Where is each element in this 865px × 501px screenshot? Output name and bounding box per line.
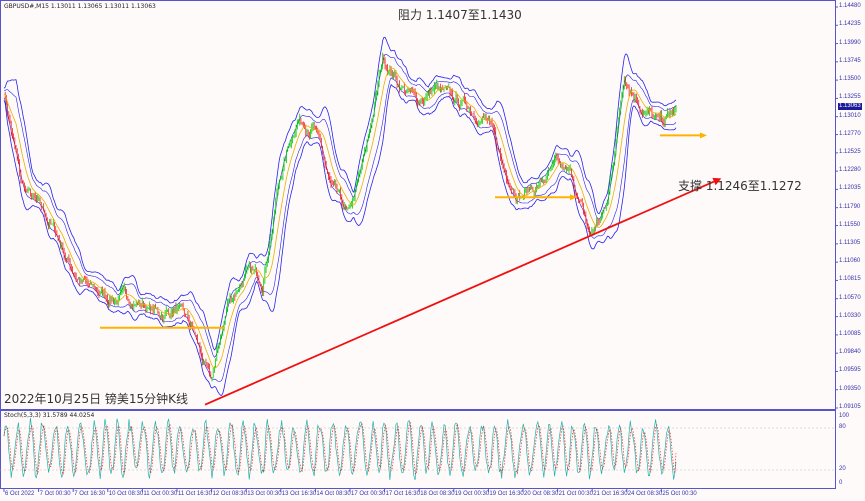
x-tick-label: 13 Oct 16:30 <box>281 491 317 497</box>
x-tick-label: 20 Oct 08:30 <box>524 491 559 497</box>
y-tick-label: 1.12280 <box>839 167 861 174</box>
moving-average-line <box>3 67 677 369</box>
y-tick-label: 1.09595 <box>839 367 861 374</box>
x-tick-label: 19 Oct 16:30 <box>489 491 524 497</box>
x-tick-label: 17 Oct 00:30 <box>351 491 386 497</box>
arrow-head-icon <box>570 194 577 201</box>
y-tick-label: 1.10815 <box>839 276 861 283</box>
y-tick-label: 1.13745 <box>839 57 861 64</box>
caption-annotation: 2022年10月25日 镑美15分钟K线 <box>4 392 189 406</box>
y-tick-label: 1.10085 <box>839 330 861 337</box>
main-pane <box>0 0 836 410</box>
upper-band-line <box>3 36 677 351</box>
x-tick-label: 7 Oct 00:30 <box>39 491 71 497</box>
symbol-info: GBPUSD#,M15 1.13011 1.13065 1.13011 1.13… <box>4 3 156 10</box>
x-tick-label: 19 Oct 00:30 <box>454 491 490 497</box>
x-tick-label: 10 Oct 08:30 <box>108 491 144 497</box>
y-tick-label: 1.11060 <box>839 258 861 265</box>
x-tick-label: 17 Oct 16:30 <box>385 491 420 497</box>
inner-upper-band-line <box>3 53 677 358</box>
arrow-head-icon <box>700 132 707 139</box>
y-tick-label: 1.09350 <box>839 385 861 392</box>
x-tick-label: 21 Oct 00:30 <box>558 491 593 497</box>
x-tick-label: 21 Oct 16:30 <box>593 491 628 497</box>
x-tick-label: 6 Oct 2022 <box>5 491 35 497</box>
lower-band-line <box>3 83 677 396</box>
stoch-main-line <box>3 417 677 481</box>
y-tick-label: 1.12770 <box>839 130 861 137</box>
y-tick-label: 1.13255 <box>839 94 861 101</box>
stoch-label: Stoch(5,3,3) 31.5789 44.0254 <box>4 412 95 419</box>
x-tick-label: 18 Oct 08:30 <box>420 491 455 497</box>
x-tick-label: 13 Oct 00:30 <box>247 491 282 497</box>
y-tick-label: 1.14235 <box>839 21 861 28</box>
trend-arrow-icon <box>712 177 722 186</box>
y-tick-label: 1.09105 <box>839 404 861 410</box>
y-tick-label: 1.11305 <box>839 239 861 246</box>
y-tick-label: 1.13010 <box>839 112 861 119</box>
y-tick-label: 1.13500 <box>839 76 861 83</box>
stoch-tick-label: 80 <box>839 424 846 430</box>
y-tick-label: 1.11790 <box>839 203 861 210</box>
support-annotation: 支撑 1.1246至1.1272 <box>678 179 802 193</box>
y-tick-label: 1.12035 <box>839 185 861 192</box>
y-tick-label: 1.10570 <box>839 294 861 301</box>
stoch-tick-label: 0 <box>839 480 843 486</box>
x-tick-label: 12 Oct 08:30 <box>212 491 247 497</box>
y-tick-label: 1.14480 <box>839 3 861 9</box>
x-tick-label: 24 Oct 08:30 <box>627 491 663 497</box>
inner-lower-band-line <box>3 77 677 382</box>
current-price-label: 1.13063 <box>838 103 862 110</box>
x-tick-label: 11 Oct 00:30 <box>143 491 178 497</box>
stoch-tick-label: 100 <box>839 413 850 419</box>
x-tick-label: 14 Oct 08:30 <box>316 491 351 497</box>
y-tick-label: 1.10330 <box>839 312 861 319</box>
stoch-tick-label: 20 <box>839 466 846 472</box>
stoch-signal-line <box>3 421 677 475</box>
y-tick-label: 1.13990 <box>839 39 861 46</box>
y-tick-label: 1.09840 <box>839 349 861 356</box>
x-tick-label: 7 Oct 16:30 <box>74 491 106 497</box>
x-tick-label: 11 Oct 16:30 <box>178 491 212 497</box>
resistance-annotation: 阻力 1.1407至1.1430 <box>398 8 522 22</box>
trend-line <box>204 180 715 406</box>
y-tick-label: 1.12525 <box>839 148 861 155</box>
y-tick-label: 1.11550 <box>839 221 861 228</box>
x-tick-label: 25 Oct 00:30 <box>662 491 697 497</box>
